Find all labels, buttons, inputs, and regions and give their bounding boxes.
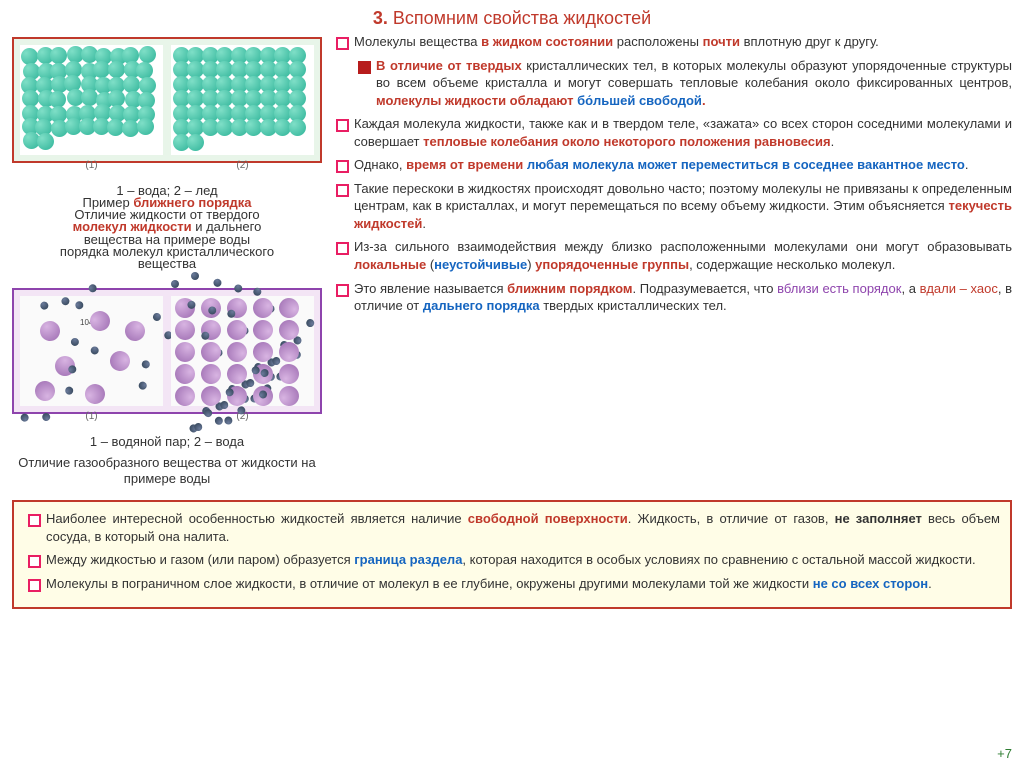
main-bullet-list: Молекулы вещества в жидком состоянии рас… xyxy=(332,33,1012,315)
fig2-label1: (1) xyxy=(85,411,97,422)
bottom-box: Наиболее интересной особенностью жидкост… xyxy=(12,500,1012,608)
bottom-bullet-list: Наиболее интересной особенностью жидкост… xyxy=(24,510,1000,592)
bullet-item: Между жидкостью и газом (или паром) обра… xyxy=(24,551,1000,569)
bullet-item: Наиболее интересной особенностью жидкост… xyxy=(24,510,1000,545)
fig1-label1: (1) xyxy=(85,160,97,171)
caption-2a: 1 – водяной пар; 2 – вода xyxy=(12,434,322,451)
bullet-item: Это явление называется ближним порядком.… xyxy=(332,280,1012,315)
figure-1: (1) (2) xyxy=(12,37,322,163)
caption-2b: Отличие газообразного вещества от жидкос… xyxy=(12,455,322,489)
page-number: +7 xyxy=(997,746,1012,761)
bullet-item: Каждая молекула жидкости, также как и в … xyxy=(332,115,1012,150)
figure-2: 104° (1) (2) xyxy=(12,288,322,414)
title-text: Вспомним свойства жидкостей xyxy=(393,8,651,28)
right-column: Молекулы вещества в жидком состоянии рас… xyxy=(332,33,1012,492)
molecule-box-water2: (2) xyxy=(171,296,314,406)
molecule-box-vapor: 104° (1) xyxy=(20,296,163,406)
bullet-item: Из-за сильного взаимодействия между близ… xyxy=(332,238,1012,273)
bullet-item: Молекулы вещества в жидком состоянии рас… xyxy=(332,33,1012,51)
page-title: 3. Вспомним свойства жидкостей xyxy=(0,0,1024,33)
bullet-item: Такие перескоки в жидкостях происходят д… xyxy=(332,180,1012,233)
nested-bullet-list: В отличие от твердых кристаллических тел… xyxy=(354,57,1012,110)
fig1-label2: (2) xyxy=(236,160,248,171)
caption-1b: Пример ближнего порядка Отличие жидкости… xyxy=(12,196,322,282)
left-column: (1) (2) 1 – вода; 2 – лед Пример ближнег… xyxy=(12,33,322,492)
molecule-box-ice: (2) xyxy=(171,45,314,155)
bullet-item: Молекулы в пограничном слое жидкости, в … xyxy=(24,575,1000,593)
molecule-box-water: (1) xyxy=(20,45,163,155)
bullet-item: В отличие от твердых кристаллических тел… xyxy=(354,57,1012,110)
bullet-item: Однако, время от времени любая молекула … xyxy=(332,156,1012,174)
title-prefix: 3. xyxy=(373,8,393,28)
